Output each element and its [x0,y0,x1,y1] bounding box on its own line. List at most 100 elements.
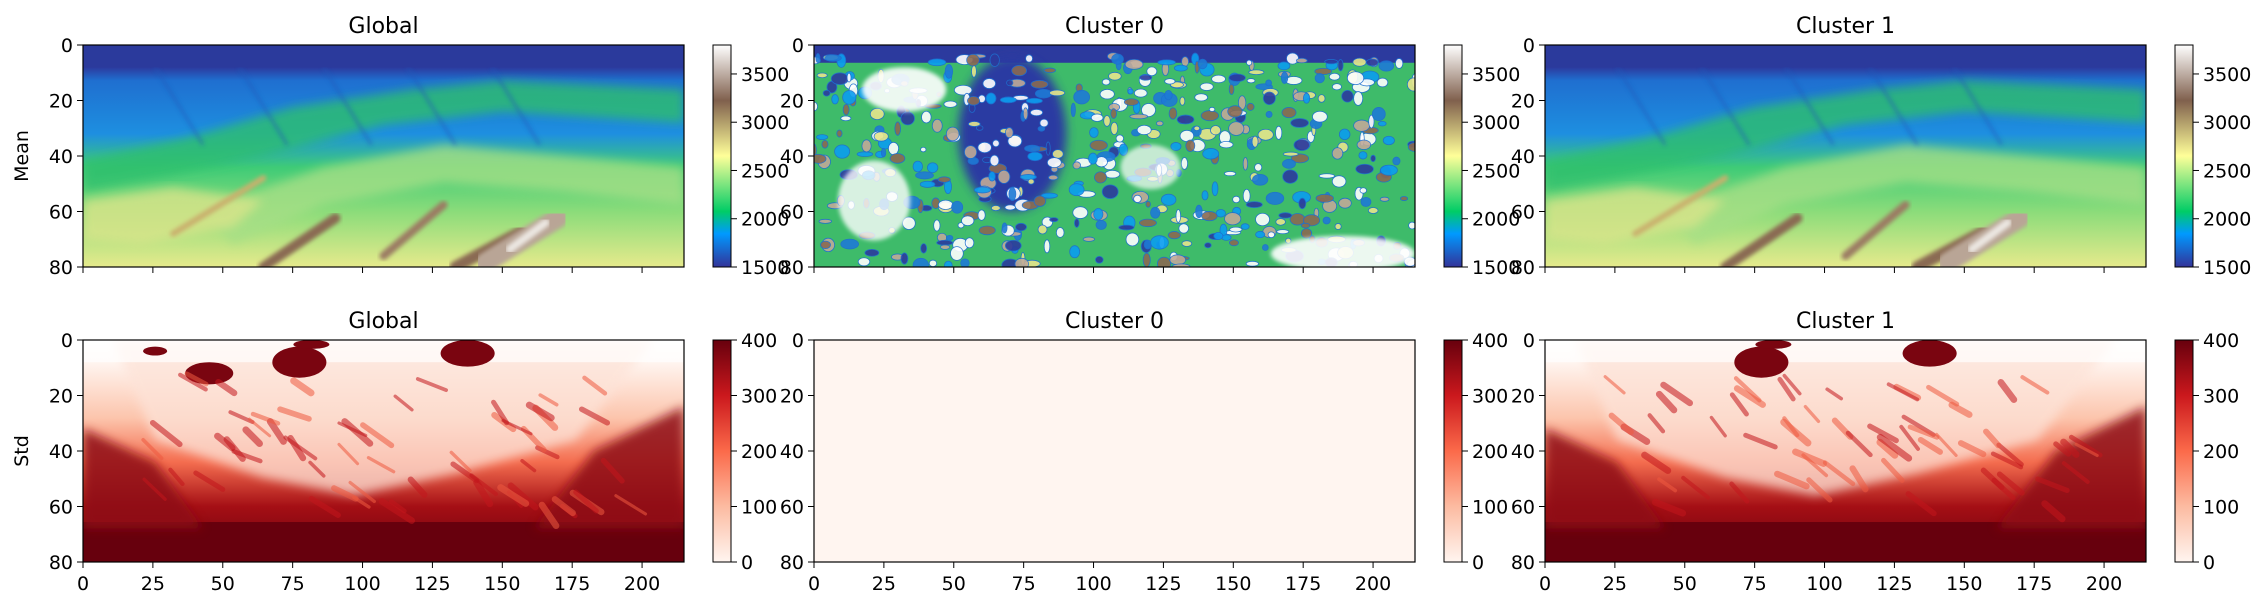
colorbar-tick-label: 2500 [1472,160,1520,182]
y-tick-label: 20 [780,386,804,408]
y-tick-label: 20 [1511,386,1535,408]
colorbar-tick-label: 2500 [741,160,789,182]
panel-title: Cluster 0 [1065,14,1164,39]
heatmap-image [83,340,684,562]
heatmap-panel: Cluster 0 0 20 40 60 80 1500 2000 2500 3000 3500 [780,14,1521,279]
x-tick-label: 150 [484,573,520,595]
colorbar-tick-label: 300 [741,386,777,408]
colorbar-tick-label: 1500 [741,257,789,279]
x-tick-label: 25 [141,573,165,595]
x-tick-label: 175 [1285,573,1321,595]
y-tick-label: 20 [49,91,73,113]
y-tick-label: 60 [49,202,73,224]
colorbar-tick-label: 3500 [741,64,789,86]
colorbar-tick-label: 0 [2203,552,2215,574]
colorbar-tick-label: 0 [741,552,753,574]
heatmap-panel: Cluster 1 0 20 40 60 80 1500 2000 2500 3000 3500 [1511,14,2252,279]
y-tick-label: 40 [1511,441,1535,463]
x-tick-label: 175 [2016,573,2052,595]
y-tick-label: 40 [49,441,73,463]
colorbar [712,339,732,563]
colorbar-tick-label: 200 [1472,441,1508,463]
y-tick-label: 20 [49,386,73,408]
row-label: Mean [11,130,33,182]
y-tick-label: 0 [792,330,804,352]
y-tick-label: 80 [49,257,73,279]
y-tick-label: 0 [1523,330,1535,352]
colorbar-tick-label: 400 [1472,330,1508,352]
y-tick-label: 40 [780,146,804,168]
y-tick-label: 80 [1511,552,1535,574]
colorbar [1443,44,1463,268]
y-tick-label: 20 [1511,91,1535,113]
panel-title: Cluster 0 [1065,309,1164,334]
x-tick-label: 150 [1946,573,1982,595]
colorbar-tick-label: 3500 [1472,64,1520,86]
colorbar [2174,44,2194,268]
x-tick-label: 0 [77,573,89,595]
y-tick-label: 80 [49,552,73,574]
x-tick-label: 125 [414,573,450,595]
heatmap-image [814,340,1415,562]
colorbar-tick-label: 100 [2203,497,2239,519]
colorbar-tick-label: 2000 [1472,209,1520,231]
y-tick-label: 40 [49,146,73,168]
y-tick-label: 80 [780,552,804,574]
y-tick-label: 0 [792,35,804,57]
colorbar-tick-label: 400 [2203,330,2239,352]
colorbar-tick-label: 100 [741,497,777,519]
colorbar-tick-label: 3000 [741,112,789,134]
x-tick-label: 100 [344,573,380,595]
colorbar-tick-label: 3000 [2203,112,2251,134]
x-tick-label: 50 [1673,573,1697,595]
x-tick-label: 175 [554,573,590,595]
colorbar [2174,339,2194,563]
x-tick-label: 200 [624,573,660,595]
x-tick-label: 150 [1215,573,1251,595]
heatmap-image [814,45,1415,267]
x-tick-label: 25 [872,573,896,595]
panel-title: Global [348,14,418,39]
panel-title: Cluster 1 [1796,14,1895,39]
colorbar-tick-label: 1500 [2203,257,2251,279]
heatmap-image [1545,340,2146,562]
x-tick-label: 125 [1145,573,1181,595]
colorbar [1443,339,1463,563]
x-tick-label: 100 [1075,573,1111,595]
colorbar-tick-label: 400 [741,330,777,352]
colorbar [712,44,732,268]
x-tick-label: 0 [808,573,820,595]
y-tick-label: 60 [780,202,804,224]
x-tick-label: 75 [1743,573,1767,595]
colorbar-tick-label: 0 [1472,552,1484,574]
colorbar-tick-label: 1500 [1472,257,1520,279]
x-tick-label: 50 [211,573,235,595]
x-tick-label: 200 [1355,573,1391,595]
panel-title: Cluster 1 [1796,309,1895,334]
colorbar-tick-label: 200 [2203,441,2239,463]
colorbar-tick-label: 2500 [2203,160,2251,182]
colorbar-tick-label: 2000 [741,209,789,231]
x-tick-label: 75 [1012,573,1036,595]
y-tick-label: 40 [1511,146,1535,168]
row-label: Std [11,435,33,467]
x-tick-label: 200 [2086,573,2122,595]
colorbar-tick-label: 2000 [2203,209,2251,231]
y-tick-label: 80 [780,257,804,279]
x-tick-label: 50 [942,573,966,595]
colorbar-tick-label: 300 [2203,386,2239,408]
y-tick-label: 40 [780,441,804,463]
x-tick-label: 125 [1876,573,1912,595]
panel-title: Global [348,309,418,334]
y-tick-label: 0 [61,330,73,352]
y-tick-label: 80 [1511,257,1535,279]
colorbar-tick-label: 100 [1472,497,1508,519]
y-tick-label: 60 [1511,202,1535,224]
x-tick-label: 75 [281,573,305,595]
y-tick-label: 60 [780,497,804,519]
heatmap-panel: Global 0 20 40 60 80 1500 2000 2500 3000 3500 [49,14,790,279]
y-tick-label: 0 [1523,35,1535,57]
y-tick-label: 20 [780,91,804,113]
